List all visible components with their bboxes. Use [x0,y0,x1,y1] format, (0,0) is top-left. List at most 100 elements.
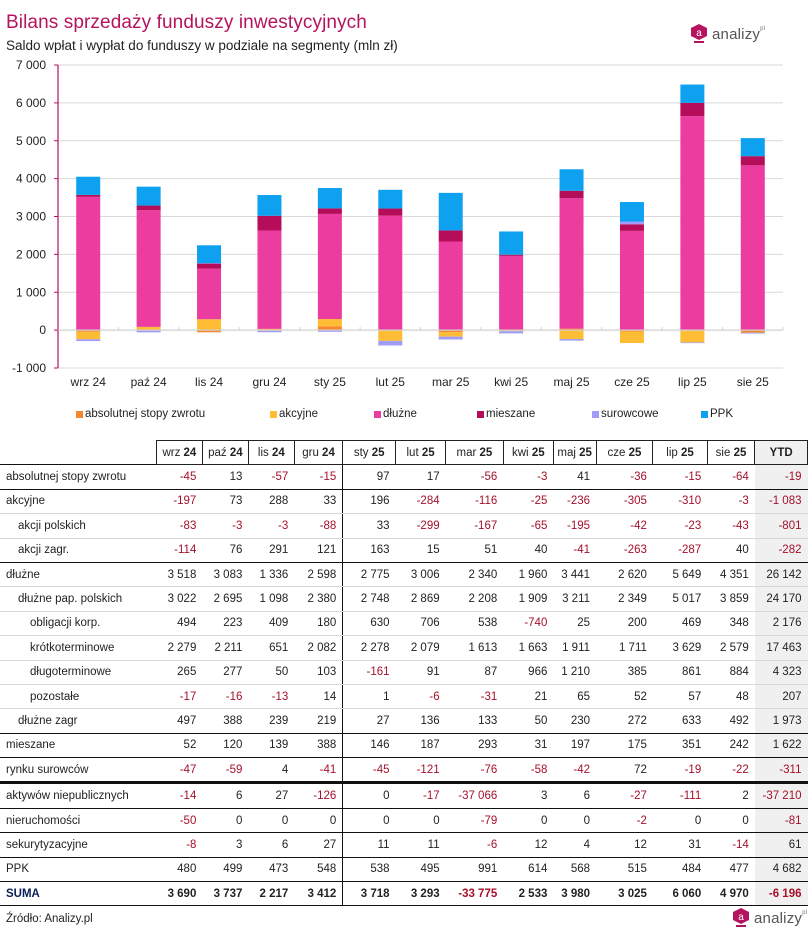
table-cell: 3 737 [202,881,249,907]
legend-swatch-icon [270,410,277,418]
row-label: PPK [0,857,157,883]
legend-item: PPK [701,408,733,420]
table-cell: 291 [248,538,295,563]
stacked-bar-chart: -1 000 0 1 000 2 000 3 000 4 000 5 000 6 000 7 0… [12,58,784,389]
table-cell: 1 210 [553,660,597,685]
bar-segment-surowcowe [438,336,463,340]
chart-title: Bilans sprzedaży funduszy inwestycyjnych [6,12,367,33]
chart-bars [76,84,765,346]
table-cell: 2 176 [754,611,808,637]
table-cell: 2 579 [707,635,755,661]
table-cell: 4 [553,832,597,858]
header-blank [0,440,157,466]
bar-segment-ppk [197,245,222,264]
row-label: nieruchomości [0,808,157,834]
y-tick-label: -1 000 [12,361,46,375]
table-cell: 2 217 [248,881,295,907]
table-row: sekurytyzacyjne -8 3 6 27 11 11 -6 12 4 12 31 -14 61 [0,832,808,858]
table-cell: 4 351 [707,562,755,588]
bar-segment-ppk [378,189,403,209]
y-tick-label: 6 000 [16,96,46,110]
column-header: paź 24 [201,439,249,466]
table-row: akcji zagr. -114 76 291 121 163 15 51 40 -41 -263-… [0,538,808,563]
legend-item: akcyjne [270,408,318,420]
source-note: Źródło: Analizy.pl [6,913,93,925]
bar-segment-mieszane [740,156,765,166]
bar-segment-surowcowe [317,330,342,332]
y-tick-label: 5 000 [16,134,46,148]
bar-segment-surowcowe [740,332,765,334]
table-cell: -3 [202,513,249,539]
table-cell: 351 [652,733,708,759]
table-cell: -43 [707,513,755,539]
bar-segment-dłużne [499,255,524,331]
column-header: cze 25 [595,439,654,466]
row-label: SUMA [0,881,157,907]
table-cell: -42 [553,757,597,785]
bar-segment-ppk [740,138,765,157]
bar-segment-akcyjne [197,319,222,331]
table-cell: -3 [707,489,755,515]
bar-segment-mieszane [317,208,342,214]
table-cell: 4 682 [754,857,808,883]
logo-reg: pl [802,909,808,916]
table-cell: 11 [395,832,446,858]
x-tick-label: lut 25 [376,375,406,389]
table-cell: 133 [445,708,504,734]
table-cell: 3 441 [553,562,597,588]
bar-segment-surowcowe [619,221,644,225]
table-cell: 73 [202,489,249,515]
table-cell: 146 [342,733,396,759]
bar-segment-mieszane [619,224,644,231]
table-row: mieszane 52 120 139 388 146 187 293 31 197 175 351 2… [0,733,808,759]
bar-segment-dłużne [619,230,644,331]
table-cell: 515 [596,857,653,883]
table-cell: 6 [553,782,597,809]
table-cell: 633 [652,708,708,734]
table-cell: 76 [202,538,249,563]
bar-segment-mieszane [559,190,584,199]
column-header: mar 25 [445,439,504,466]
table-cell: 3 006 [395,562,446,588]
bar-segment-akcyjne [378,330,403,341]
row-label: krótkoterminowe [0,635,157,661]
table-cell: -33 775 [445,881,504,907]
table-cell: 548 [294,857,344,883]
table-cell: -6 [395,684,446,710]
bar-segment-ppk [680,84,705,103]
bar-segment-surowcowe [499,331,524,334]
bar-segment-ppk [438,192,463,231]
table-cell: 651 [248,635,295,661]
table-cell: -65 [503,513,554,539]
legend-swatch-icon [374,410,381,418]
table-cell: -23 [652,513,708,539]
table-cell: 26 142 [754,562,808,588]
table-cell: 538 [342,857,396,883]
table-row: dłużne pap. polskich 3 022 2 695 1 098 2 380… [0,586,808,612]
table-row: aktywów niepublicznych -14 6 27 -126 0 -17 -37 … [0,782,808,809]
legend-swatch-icon [76,410,83,418]
y-tick-label: 7 000 [16,58,46,72]
bar-segment-surowcowe [197,263,222,264]
table-cell: -42 [596,513,653,539]
table-cell: 14 [294,684,344,710]
logo-mark-letter: a [696,28,702,39]
table-cell: 348 [707,611,755,637]
table-row: akcji polskich -83 -3 -3 -88 33 -299 -167 -65 -19… [0,513,808,539]
table-cell: 3 293 [395,881,446,907]
table-row: PPK 480 499 473 548 538 495 991 614 568 515 484 477 4… [0,857,808,883]
bar-segment-mieszane [76,194,101,197]
logo-word: analizy [754,909,803,927]
table-row: absolutnej stopy zwrotu -45 13 -57 -15 97 17 -5… [0,464,808,490]
table-cell: 230 [553,708,597,734]
table-cell: -59 [202,757,249,785]
bar-segment-ppk [619,202,644,222]
table-cell: 2 082 [294,635,344,661]
x-tick-label: wrz 24 [70,375,107,389]
table-cell: 2 278 [342,635,396,661]
table-cell: -36 [596,464,653,490]
bar-segment-surowcowe [257,330,282,333]
table-cell: 1 613 [445,635,504,661]
table-cell: 61 [754,832,808,858]
legend-label: mieszane [486,408,536,420]
